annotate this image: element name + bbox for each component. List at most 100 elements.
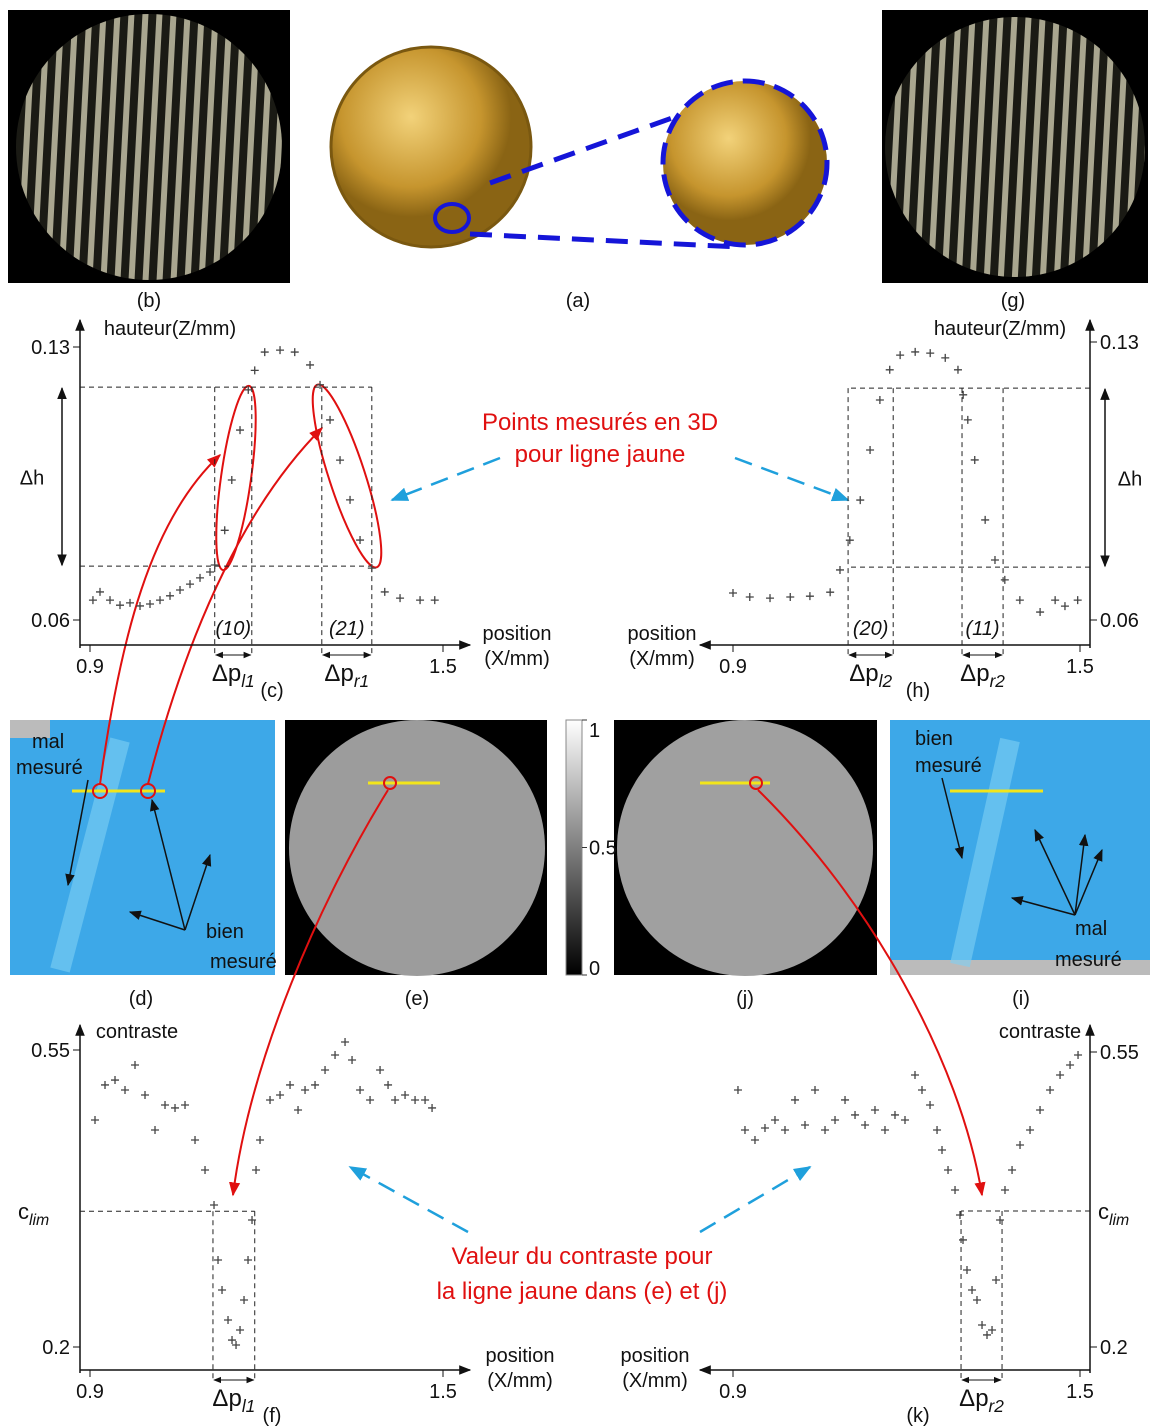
data-point bbox=[146, 600, 155, 609]
height-map-d bbox=[10, 720, 275, 975]
data-point bbox=[430, 596, 439, 605]
data-point bbox=[790, 1095, 799, 1104]
data-point bbox=[926, 349, 935, 358]
data-point bbox=[316, 380, 325, 389]
subscript-label: clim bbox=[18, 1199, 49, 1229]
data-point bbox=[988, 1325, 997, 1334]
height-map-i bbox=[890, 720, 1150, 975]
data-point bbox=[366, 1095, 375, 1104]
data-point bbox=[845, 536, 854, 545]
data-point bbox=[1026, 1125, 1035, 1134]
label-base: Δp bbox=[959, 1385, 988, 1412]
data-point bbox=[1056, 1071, 1065, 1080]
label-base: c bbox=[1098, 1199, 1109, 1224]
x-tick-label: 1.5 bbox=[429, 656, 457, 678]
data-point bbox=[831, 1116, 840, 1125]
count-label: (10) bbox=[215, 618, 251, 640]
data-point bbox=[286, 1080, 295, 1089]
subscript-label: clim bbox=[1098, 1199, 1129, 1229]
x-tick-label: 1.5 bbox=[1066, 1381, 1094, 1403]
highlight-ellipse bbox=[215, 384, 257, 572]
data-point bbox=[91, 1116, 100, 1125]
data-point bbox=[106, 596, 115, 605]
data-point bbox=[236, 1326, 245, 1335]
data-point bbox=[141, 1090, 150, 1099]
data-point bbox=[900, 1116, 909, 1125]
data-point bbox=[835, 565, 844, 574]
data-point bbox=[301, 1085, 310, 1094]
count-label: (11) bbox=[966, 618, 1000, 640]
data-point bbox=[210, 1201, 219, 1210]
data-point bbox=[890, 1110, 899, 1119]
x-tick-label: 0.9 bbox=[76, 1381, 104, 1403]
panel-label: (b) bbox=[137, 290, 161, 312]
data-point bbox=[733, 1086, 742, 1095]
data-point bbox=[181, 1100, 190, 1109]
label-sub: lim bbox=[1109, 1212, 1129, 1229]
panel-label: (g) bbox=[1001, 290, 1025, 312]
label-sub: l1 bbox=[242, 1396, 255, 1416]
data-point bbox=[276, 346, 285, 355]
label-base: c bbox=[18, 1199, 29, 1224]
x-axis-label: (X/mm) bbox=[622, 1370, 688, 1392]
data-point bbox=[1073, 596, 1082, 605]
label-sub: r1 bbox=[354, 671, 369, 691]
subscript-label: Δpr2 bbox=[960, 660, 1005, 691]
data-point bbox=[801, 1120, 810, 1129]
data-point bbox=[356, 536, 365, 545]
data-point bbox=[821, 1125, 830, 1134]
data-point bbox=[983, 1330, 992, 1339]
panel-label: (e) bbox=[405, 988, 429, 1010]
data-point bbox=[311, 1080, 320, 1089]
colorbar-tick-label: 0.5 bbox=[589, 838, 617, 860]
data-point bbox=[1074, 1051, 1083, 1060]
x-tick-label: 0.9 bbox=[719, 1381, 747, 1403]
data-point bbox=[214, 1256, 223, 1265]
data-point bbox=[384, 1080, 393, 1089]
data-point bbox=[96, 587, 105, 596]
data-point bbox=[331, 1051, 340, 1060]
data-point bbox=[911, 1071, 920, 1080]
data-point bbox=[218, 1285, 227, 1294]
data-point bbox=[88, 596, 97, 605]
data-point bbox=[367, 564, 376, 573]
data-point bbox=[1051, 596, 1060, 605]
data-point bbox=[244, 1256, 253, 1265]
data-point bbox=[951, 1185, 960, 1194]
y-tick-label: 0.2 bbox=[1100, 1337, 1128, 1359]
data-point bbox=[196, 573, 205, 582]
data-point bbox=[885, 365, 894, 374]
x-axis-label: position bbox=[621, 1345, 690, 1367]
data-point bbox=[992, 1275, 1001, 1284]
y-axis-label: contraste bbox=[96, 1021, 178, 1043]
data-point bbox=[201, 1165, 210, 1174]
image-note: mesuré bbox=[16, 757, 83, 779]
data-point bbox=[826, 588, 835, 597]
subscript-label: Δpl1 bbox=[212, 660, 255, 691]
data-point bbox=[963, 415, 972, 424]
data-point bbox=[126, 598, 135, 607]
data-point bbox=[926, 1101, 935, 1110]
label-base: Δp bbox=[960, 660, 989, 687]
data-point bbox=[176, 585, 185, 594]
data-point bbox=[911, 347, 920, 356]
data-point bbox=[1015, 596, 1024, 605]
data-point bbox=[851, 1110, 860, 1119]
data-point bbox=[981, 515, 990, 524]
data-point bbox=[811, 1086, 820, 1095]
data-point bbox=[248, 1215, 257, 1224]
image-note: mal bbox=[1075, 918, 1107, 940]
data-point bbox=[186, 580, 195, 589]
data-point bbox=[416, 596, 425, 605]
data-point bbox=[121, 1085, 130, 1094]
data-point bbox=[250, 366, 259, 375]
link-arrow bbox=[99, 454, 222, 785]
subscript-label: Δpr2 bbox=[959, 1385, 1004, 1416]
data-point bbox=[760, 1124, 769, 1133]
panel-label: (h) bbox=[906, 680, 930, 702]
y-axis-label: hauteur(Z/mm) bbox=[934, 318, 1066, 340]
data-point bbox=[866, 446, 875, 455]
y-tick-label: 0.13 bbox=[31, 337, 70, 359]
data-point bbox=[780, 1125, 789, 1134]
data-point bbox=[290, 348, 299, 357]
